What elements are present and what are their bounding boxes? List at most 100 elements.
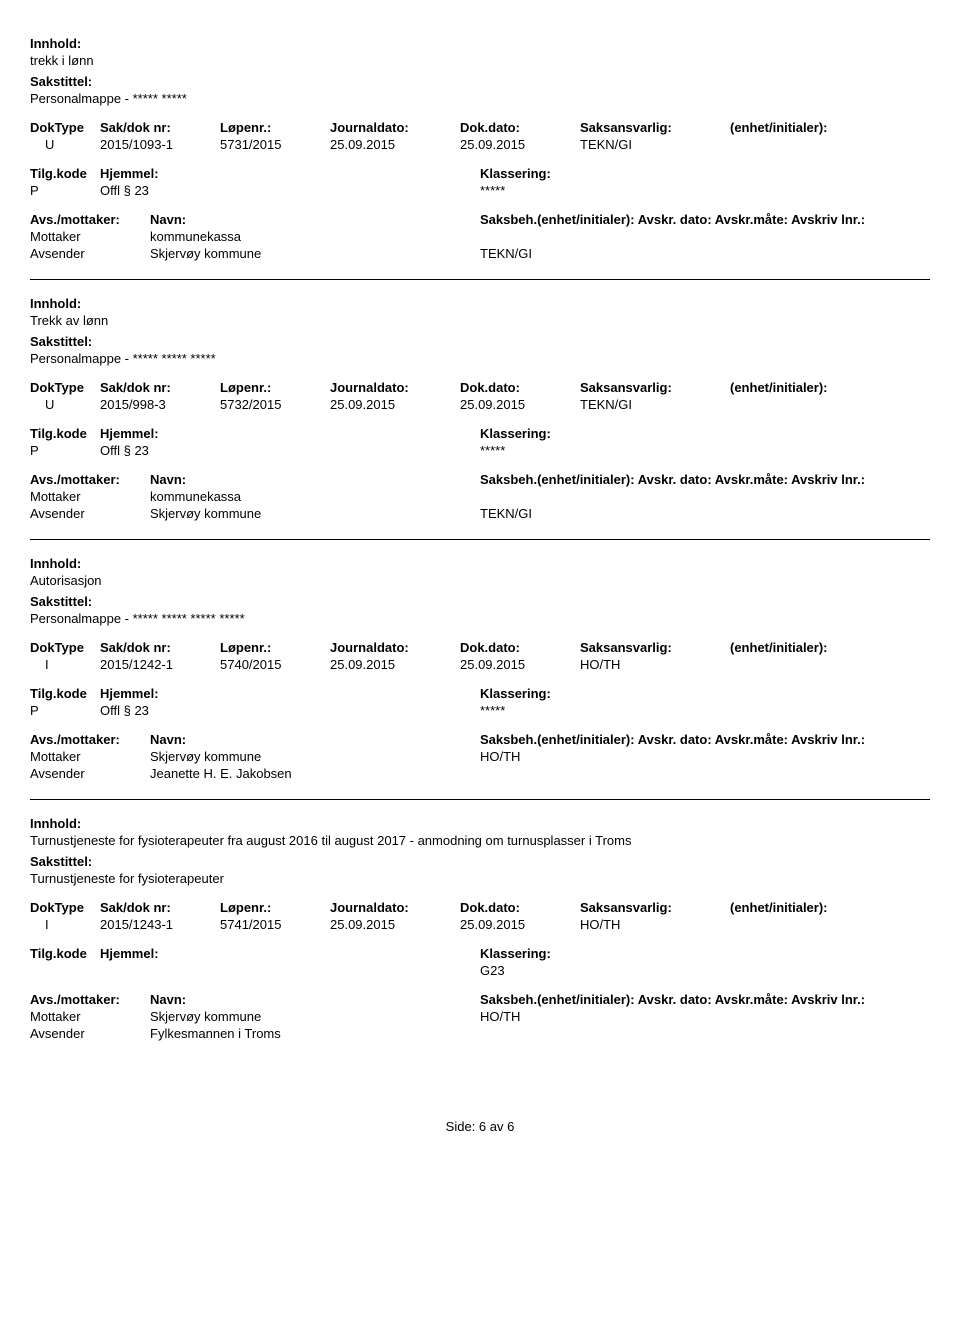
avsmottaker-header: Avs./mottaker: — [30, 472, 150, 487]
avsender-row: Avsender Jeanette H. E. Jakobsen — [30, 766, 930, 781]
sakdoknr-header: Sak/dok nr: — [100, 900, 220, 915]
mottaker-unit: HO/TH — [480, 749, 680, 764]
avsender-row: Avsender Fylkesmannen i Troms — [30, 1026, 930, 1041]
avsender-name: Skjervøy kommune — [150, 246, 480, 261]
mottaker-label: Mottaker — [30, 1009, 150, 1024]
sakstittel-value: Personalmappe - ***** ***** — [30, 91, 930, 106]
sakdoknr-value: 2015/998-3 — [100, 397, 220, 412]
klassering-header: Klassering: — [480, 946, 780, 961]
doktype-header: DokType — [30, 380, 100, 395]
journal-record: Innhold: Trekk av lønn Sakstittel: Perso… — [30, 280, 930, 540]
meta-header-row: DokType Sak/dok nr: Løpenr.: Journaldato… — [30, 640, 930, 655]
lopenr-value: 5731/2015 — [220, 137, 330, 152]
mottaker-row: Mottaker kommunekassa — [30, 489, 930, 504]
meta-value-row: U 2015/1093-1 5731/2015 25.09.2015 25.09… — [30, 137, 930, 152]
doktype-value: U — [30, 137, 100, 152]
doktype-value: U — [30, 397, 100, 412]
mottaker-row: Mottaker Skjervøy kommune HO/TH — [30, 749, 930, 764]
sakdoknr-header: Sak/dok nr: — [100, 380, 220, 395]
dokdato-value: 25.09.2015 — [460, 917, 580, 932]
hjemmel-header: Hjemmel: — [100, 426, 480, 441]
sakstittel-label: Sakstittel: — [30, 854, 930, 869]
innhold-label: Innhold: — [30, 816, 930, 831]
journal-record: Innhold: trekk i lønn Sakstittel: Person… — [30, 20, 930, 280]
sakstittel-label: Sakstittel: — [30, 74, 930, 89]
meta-value-row: I 2015/1243-1 5741/2015 25.09.2015 25.09… — [30, 917, 930, 932]
tilgkode-header: Tilg.kode — [30, 166, 100, 181]
tilgkode-header: Tilg.kode — [30, 946, 100, 961]
hjemmel-value-row: P Offl § 23 ***** — [30, 443, 930, 458]
enhet-value — [730, 137, 880, 152]
sakstittel-label: Sakstittel: — [30, 594, 930, 609]
hjemmel-value — [100, 963, 480, 978]
avsender-unit — [480, 766, 680, 781]
sakstittel-value: Turnustjeneste for fysioterapeuter — [30, 871, 930, 886]
saksansvarlig-value: HO/TH — [580, 917, 730, 932]
saksansvarlig-header: Saksansvarlig: — [580, 900, 730, 915]
journal-record: Innhold: Autorisasjon Sakstittel: Person… — [30, 540, 930, 800]
tilgkode-value: P — [30, 703, 100, 718]
innhold-value: Trekk av lønn — [30, 313, 930, 328]
meta-value-row: I 2015/1242-1 5740/2015 25.09.2015 25.09… — [30, 657, 930, 672]
mottaker-name: kommunekassa — [150, 229, 480, 244]
innhold-value: trekk i lønn — [30, 53, 930, 68]
sakdoknr-header: Sak/dok nr: — [100, 120, 220, 135]
avsender-name: Jeanette H. E. Jakobsen — [150, 766, 480, 781]
saksansvarlig-value: TEKN/GI — [580, 137, 730, 152]
mottaker-label: Mottaker — [30, 749, 150, 764]
hjemmel-value: Offl § 23 — [100, 443, 480, 458]
mottaker-label: Mottaker — [30, 489, 150, 504]
meta-header-row: DokType Sak/dok nr: Løpenr.: Journaldato… — [30, 900, 930, 915]
saksansvarlig-value: TEKN/GI — [580, 397, 730, 412]
klassering-value: ***** — [480, 183, 780, 198]
avsender-label: Avsender — [30, 766, 150, 781]
saksbeh-header: Saksbeh.(enhet/initialer): Avskr. dato: … — [480, 212, 930, 227]
dokdato-value: 25.09.2015 — [460, 397, 580, 412]
journaldato-header: Journaldato: — [330, 380, 460, 395]
hjemmel-header-row: Tilg.kode Hjemmel: Klassering: — [30, 426, 930, 441]
saksbeh-header: Saksbeh.(enhet/initialer): Avskr. dato: … — [480, 732, 930, 747]
journaldato-header: Journaldato: — [330, 900, 460, 915]
navn-header: Navn: — [150, 212, 480, 227]
tilgkode-value — [30, 963, 100, 978]
journaldato-value: 25.09.2015 — [330, 137, 460, 152]
enhet-value — [730, 397, 880, 412]
dokdato-header: Dok.dato: — [460, 640, 580, 655]
innhold-value: Autorisasjon — [30, 573, 930, 588]
lopenr-header: Løpenr.: — [220, 900, 330, 915]
hjemmel-header: Hjemmel: — [100, 946, 480, 961]
saksbeh-header: Saksbeh.(enhet/initialer): Avskr. dato: … — [480, 472, 930, 487]
hjemmel-header: Hjemmel: — [100, 166, 480, 181]
dokdato-value: 25.09.2015 — [460, 137, 580, 152]
journal-record: Innhold: Turnustjeneste for fysioterapeu… — [30, 800, 930, 1059]
avs-header-row: Avs./mottaker: Navn: Saksbeh.(enhet/init… — [30, 992, 930, 1007]
mottaker-unit: HO/TH — [480, 1009, 680, 1024]
meta-header-row: DokType Sak/dok nr: Løpenr.: Journaldato… — [30, 120, 930, 135]
lopenr-header: Løpenr.: — [220, 380, 330, 395]
hjemmel-value-row: G23 — [30, 963, 930, 978]
sakdoknr-value: 2015/1242-1 — [100, 657, 220, 672]
mottaker-unit — [480, 489, 680, 504]
innhold-label: Innhold: — [30, 36, 930, 51]
navn-header: Navn: — [150, 732, 480, 747]
dokdato-value: 25.09.2015 — [460, 657, 580, 672]
hjemmel-value-row: P Offl § 23 ***** — [30, 183, 930, 198]
mottaker-row: Mottaker kommunekassa — [30, 229, 930, 244]
avsender-unit: TEKN/GI — [480, 246, 680, 261]
journaldato-value: 25.09.2015 — [330, 657, 460, 672]
enhet-header: (enhet/initialer): — [730, 900, 880, 915]
saksansvarlig-value: HO/TH — [580, 657, 730, 672]
mottaker-unit — [480, 229, 680, 244]
klassering-value: ***** — [480, 703, 780, 718]
saksansvarlig-header: Saksansvarlig: — [580, 640, 730, 655]
tilgkode-header: Tilg.kode — [30, 426, 100, 441]
hjemmel-header-row: Tilg.kode Hjemmel: Klassering: — [30, 166, 930, 181]
enhet-header: (enhet/initialer): — [730, 120, 880, 135]
lopenr-value: 5741/2015 — [220, 917, 330, 932]
sakdoknr-value: 2015/1093-1 — [100, 137, 220, 152]
mottaker-name: Skjervøy kommune — [150, 749, 480, 764]
meta-header-row: DokType Sak/dok nr: Løpenr.: Journaldato… — [30, 380, 930, 395]
journaldato-header: Journaldato: — [330, 120, 460, 135]
klassering-header: Klassering: — [480, 166, 780, 181]
sakstittel-value: Personalmappe - ***** ***** ***** ***** — [30, 611, 930, 626]
